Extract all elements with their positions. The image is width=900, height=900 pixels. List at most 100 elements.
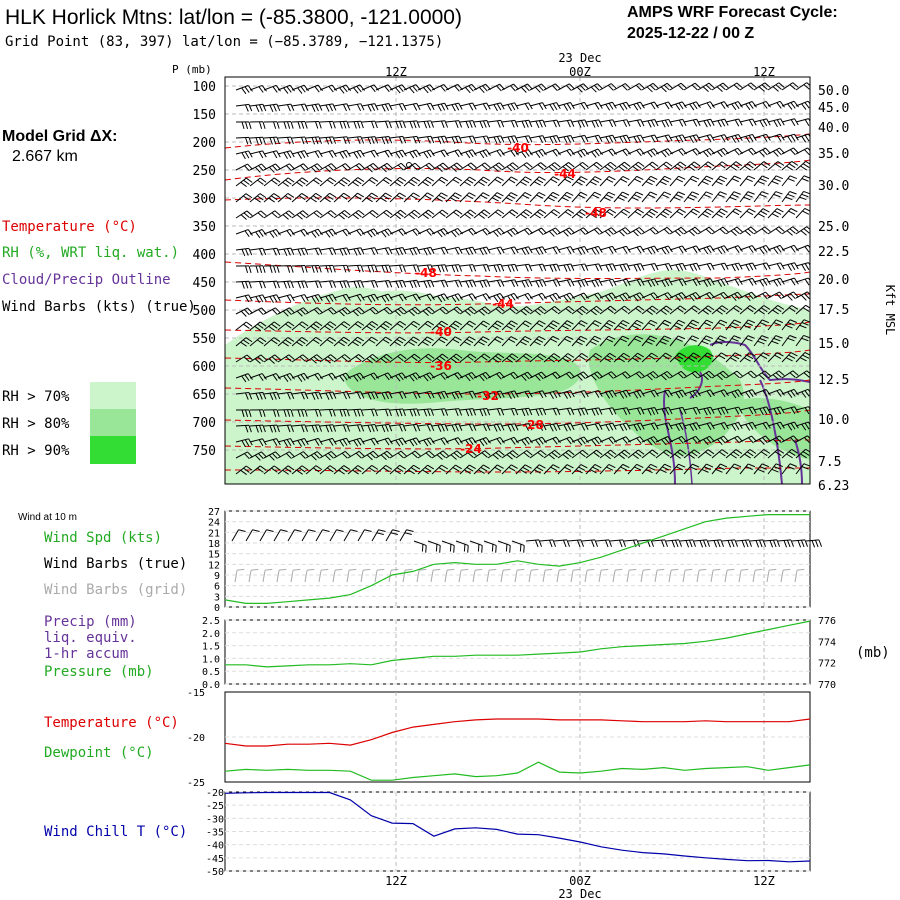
wind-barb-feather [723, 245, 729, 252]
wind-barb [529, 320, 540, 331]
wind-barb-feather [776, 135, 782, 142]
wind-barb-feather [535, 408, 540, 417]
wind-barb [767, 226, 780, 235]
wind-barb-feather [747, 372, 754, 379]
wind-barb-feather [244, 392, 249, 400]
wind-barb [641, 101, 655, 107]
wind-barb-feather [297, 440, 303, 447]
wind-barb-feather [467, 308, 474, 314]
wind-barb-feather [721, 305, 729, 311]
wind-barb-feather [409, 87, 415, 94]
wind-barb-feather [514, 408, 519, 416]
wind-barb-feather [745, 193, 753, 198]
wind-barb-grid-feather [769, 568, 777, 571]
wind-barb-feather [282, 181, 289, 187]
wind-barb-feather [261, 451, 267, 458]
wind-barb-feather [787, 264, 792, 272]
wind-barb-feather [346, 265, 350, 273]
wind-barb-feather [591, 151, 597, 158]
wind-barb-feather [342, 230, 348, 237]
wind-barb-feather [414, 450, 421, 457]
wind-barb-grid-feather [643, 568, 651, 571]
wind-barb-feather [394, 469, 401, 475]
wind-barb-feather [720, 279, 726, 286]
wind-barb-feather [440, 280, 445, 288]
wind-barb-feather [276, 409, 280, 417]
wind-barb-feather [366, 197, 373, 203]
wind-barb-feather [455, 176, 462, 182]
wind-barb-feather [354, 179, 362, 185]
wind-barb [613, 464, 624, 475]
wind-barb-feather [485, 149, 491, 156]
wind-barb-feather [283, 281, 287, 289]
wind-barb-feather [705, 372, 712, 379]
wind-barb-feather [679, 305, 687, 311]
wind-barb [571, 134, 585, 139]
wind-barb-feather [426, 150, 432, 158]
wind-barb-feather [594, 103, 600, 110]
wind-barb-feather [610, 83, 617, 90]
wind-barb-feather [760, 354, 768, 360]
wind-barb-feather [328, 439, 334, 446]
wind-barb-feather [524, 85, 530, 92]
wind-barb-feather [682, 263, 687, 271]
wind-barb-feather [536, 322, 544, 328]
wind-barb-feather [289, 163, 295, 170]
wind-barb-feather [422, 213, 429, 220]
wind-barb-feather [776, 390, 782, 397]
wind-barb-feather [332, 409, 336, 417]
wind-barb [781, 147, 794, 155]
wind-barb-feather [428, 353, 435, 359]
wind-barb-feather [245, 177, 253, 183]
wind-barb-feather [424, 194, 432, 200]
wind-barb-feather [660, 213, 667, 218]
height-tick-label: 40.0 [818, 121, 849, 136]
wind-barb-feather [300, 230, 306, 237]
wind-barb-feather [346, 424, 351, 432]
wind-barb-feather [317, 163, 323, 170]
wind-barb-feather [706, 293, 712, 300]
wind-barb-feather [692, 293, 698, 300]
wind-barb-feather [371, 121, 375, 129]
wind-barb-feather [454, 120, 459, 128]
wind-barb-feather [339, 248, 344, 256]
wind-barb-feather [508, 178, 516, 184]
wind-barb-feather [259, 281, 263, 289]
wind-barb-feather [680, 370, 687, 377]
wind-barb [543, 407, 557, 411]
wind-barb-feather [709, 389, 715, 397]
wind-barb-feather [493, 104, 498, 112]
wind-barb-feather [761, 372, 768, 379]
wind-barb-feather [667, 101, 673, 109]
wind-barb [753, 449, 765, 459]
wind-barb-feather [607, 307, 614, 314]
wind-barb-feather [805, 160, 810, 165]
wind-barb-feather [316, 210, 323, 216]
wind-barb-feather [368, 179, 376, 185]
wind-barb-feather [626, 245, 631, 253]
wind-barb-feather [556, 279, 561, 287]
height-tick-labels: 50.045.040.035.030.025.022.520.017.515.0… [818, 84, 849, 494]
wind-barb [669, 118, 683, 123]
wind-barb-feather [706, 246, 712, 254]
bottom-date-label: 23 Dec [558, 887, 601, 900]
wind-barb-feather [384, 280, 389, 288]
wind-barb-feather [440, 192, 448, 197]
wind-barb-feather [385, 320, 393, 326]
wind-barb-feather [442, 450, 449, 457]
tick-label: -20 [206, 788, 224, 799]
wind-barb-feather [709, 245, 715, 253]
wind-barb [333, 228, 347, 235]
wind-barb-feather [496, 120, 501, 128]
wind-barb-feather [647, 120, 652, 128]
wind-barb-feather [244, 165, 250, 172]
wind-barb-feather [759, 120, 764, 128]
wind-barb-feather [596, 83, 603, 90]
wind-barb [305, 247, 319, 251]
wind-barb [781, 304, 793, 315]
wind-barb-feather [247, 163, 253, 170]
wind-barb-feather [486, 423, 491, 431]
wind-barb-feather [580, 247, 586, 254]
wind-barb [795, 118, 809, 123]
wind-barb-feather [649, 307, 656, 313]
